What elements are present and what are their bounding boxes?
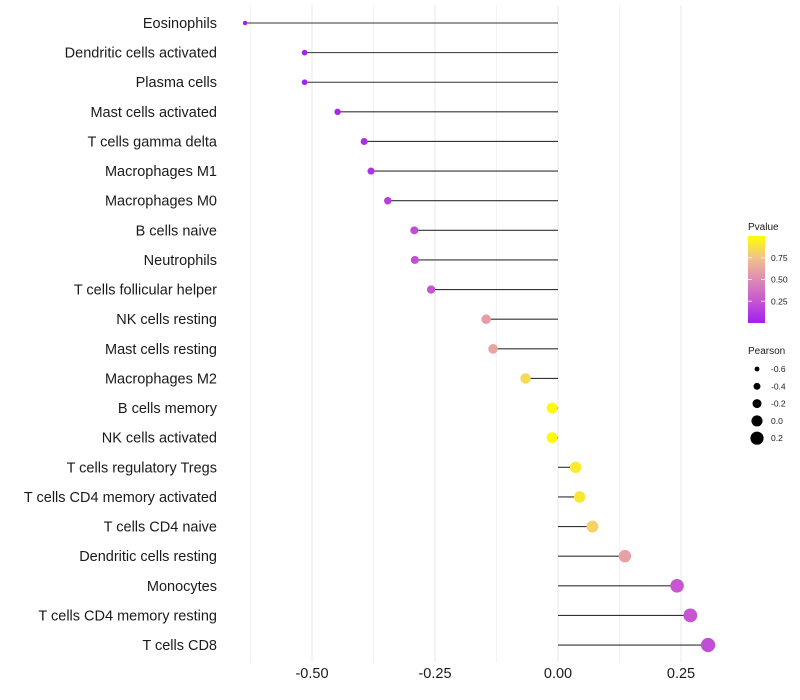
y-label-8: Neutrophils: [144, 253, 217, 269]
x-axis-ticks: -0.50 -0.25 0.00 0.25: [295, 666, 695, 682]
dot-5: [367, 167, 375, 175]
size-legend-label-4: 0.2: [771, 433, 783, 443]
x-tick-label-3: 0.25: [667, 666, 695, 682]
lollipop-dots: [242, 20, 716, 653]
dot-20: [683, 608, 698, 623]
dot-10: [481, 314, 491, 324]
size-legend-dot-3: [751, 415, 763, 427]
size-legend-label-2: -0.2: [771, 399, 786, 409]
dot-6: [384, 196, 392, 205]
y-label-4: T cells gamma delta: [88, 134, 218, 150]
y-label-15: T cells regulatory Tregs: [67, 460, 217, 476]
y-label-20: T cells CD4 memory resting: [38, 608, 217, 624]
y-axis-labels: Eosinophils Dendritic cells activated Plas…: [24, 16, 218, 654]
size-legend-label-1: -0.4: [771, 381, 786, 391]
dot-11: [488, 343, 498, 354]
lollipop-stems: [245, 22, 709, 646]
dot-7: [410, 226, 419, 235]
size-legend-dot-0: [754, 366, 760, 372]
pearson-legend: Pearson -0.6 -0.4 -0.2 0.0 0.2: [748, 346, 786, 445]
x-tick-label-2: 0.00: [544, 666, 572, 682]
y-label-5: Macrophages M1: [105, 164, 217, 180]
dot-21: [700, 637, 716, 653]
y-label-14: NK cells activated: [102, 431, 217, 447]
y-label-13: B cells memory: [118, 401, 218, 417]
dot-16: [573, 491, 586, 503]
pvalue-colorbar: [748, 236, 765, 323]
dot-19: [670, 578, 684, 593]
dot-12: [520, 373, 531, 384]
x-tick-label-1: -0.25: [418, 666, 451, 682]
colorbar-tick-label-1: 0.50: [771, 275, 788, 285]
size-legend-dot-4: [750, 431, 764, 445]
dot-14: [546, 432, 558, 444]
dot-1: [301, 49, 308, 56]
dot-13: [546, 402, 558, 414]
y-label-21: T cells CD8: [142, 638, 217, 654]
y-label-9: T cells follicular helper: [74, 283, 217, 299]
y-label-7: B cells naive: [136, 223, 217, 239]
y-label-10: NK cells resting: [116, 312, 217, 328]
y-label-17: T cells CD4 naive: [104, 520, 217, 536]
dot-15: [569, 461, 582, 474]
size-legend-label-0: -0.6: [771, 364, 786, 374]
colorbar-tick-label-0: 0.25: [771, 296, 788, 306]
y-label-12: Macrophages M2: [105, 371, 217, 387]
pvalue-legend-title: Pvalue: [748, 222, 779, 233]
size-legend-dot-1: [753, 382, 761, 390]
dot-0: [242, 20, 248, 26]
dot-9: [426, 285, 436, 294]
pearson-legend-title: Pearson: [748, 346, 785, 357]
grid-lines: [250, 5, 682, 662]
y-label-6: Macrophages M0: [105, 194, 217, 210]
y-label-0: Eosinophils: [143, 16, 217, 32]
colorbar-tick-label-2: 0.75: [771, 253, 788, 263]
size-legend-dot-2: [752, 399, 762, 409]
y-label-19: Monocytes: [147, 579, 217, 595]
y-label-11: Mast cells resting: [105, 342, 217, 358]
y-label-16: T cells CD4 memory activated: [24, 490, 217, 506]
dot-4: [360, 137, 368, 145]
y-label-18: Dendritic cells resting: [79, 549, 217, 565]
y-label-2: Plasma cells: [136, 75, 217, 91]
dot-17: [586, 520, 599, 533]
x-tick-label-0: -0.50: [295, 666, 328, 682]
dot-18: [618, 549, 632, 563]
dot-8: [410, 255, 419, 264]
dot-3: [334, 108, 341, 116]
y-label-3: Mast cells activated: [90, 105, 217, 121]
size-legend-label-3: 0.0: [771, 416, 783, 426]
y-label-1: Dendritic cells activated: [65, 46, 217, 62]
pvalue-legend: Pvalue 0.25 0.50 0.75: [748, 222, 788, 323]
dot-2: [301, 79, 308, 86]
